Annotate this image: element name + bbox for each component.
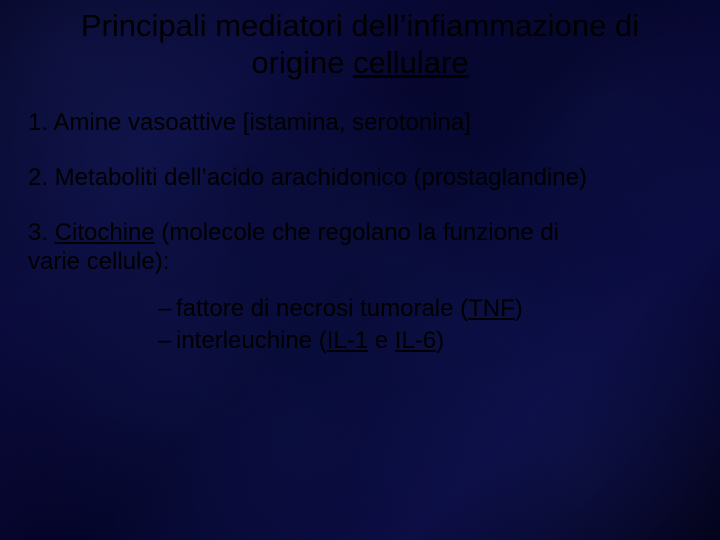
item3-rest2: varie cellule): [28, 248, 169, 275]
item3-prefix: 3. [28, 219, 55, 246]
dash-icon: – [158, 294, 176, 324]
title-line-2b: cellulare [353, 45, 468, 80]
sub2-b: IL-1 [327, 327, 368, 354]
item3-rest1: (molecole che regolano la funzione di [155, 219, 559, 246]
title-line-2a: origine [251, 45, 353, 80]
sub2-d: IL-6 [395, 327, 436, 354]
list-item-3: 3. Citochine (molecole che regolano la f… [28, 219, 700, 277]
dash-icon: – [158, 326, 176, 356]
list-item-1: 1. Amine vasoattive [istamina, serotonin… [28, 109, 700, 138]
item3-keyword: Citochine [55, 219, 155, 246]
sub1-a: fattore di necrosi tumorale ( [176, 295, 468, 322]
main-list: 1. Amine vasoattive [istamina, serotonin… [20, 109, 700, 356]
sub2-e: ) [436, 327, 444, 354]
sub2-c: e [368, 327, 395, 354]
sub1-b: TNF [468, 295, 515, 322]
list-item-2: 2. Metaboliti dell’acido arachidonico (p… [28, 164, 700, 193]
sub-item-1: – fattore di necrosi tumorale (TNF) [158, 294, 700, 324]
title-line-1: Principali mediatori dell’infiammazione … [81, 8, 639, 43]
sub-list: – fattore di necrosi tumorale (TNF) – in… [28, 294, 700, 356]
sub-item-2: – interleuchine (IL-1 e IL-6) [158, 326, 700, 356]
slide-title: Principali mediatori dell’infiammazione … [20, 8, 700, 81]
slide: Principali mediatori dell’infiammazione … [0, 0, 720, 540]
sub2-a: interleuchine ( [176, 327, 327, 354]
sub1-c: ) [515, 295, 523, 322]
